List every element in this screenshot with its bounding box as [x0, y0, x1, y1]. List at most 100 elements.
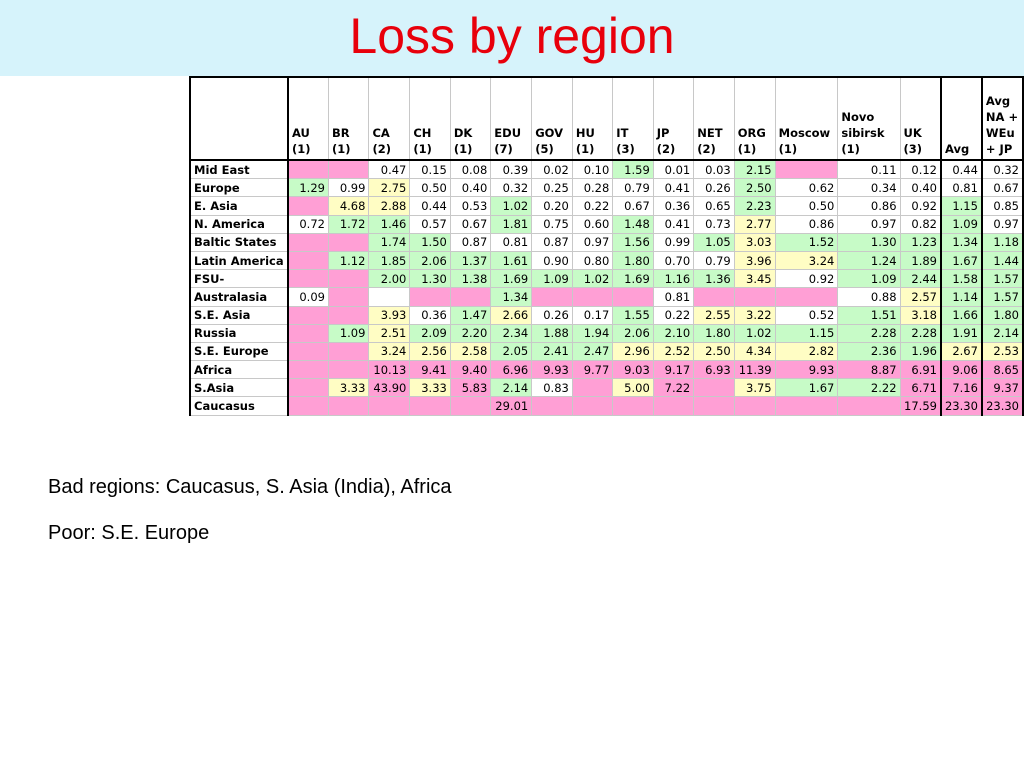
column-header: DK (1): [449, 76, 492, 161]
column-header: ORG (1): [733, 76, 776, 161]
table-cell: 1.89: [899, 250, 942, 271]
table-cell: 4.68: [327, 196, 370, 216]
table-cell: 7.16: [940, 378, 983, 398]
table-cell: 0.41: [652, 214, 695, 234]
table-cell: 3.24: [368, 341, 411, 362]
table-cell: 1.47: [449, 305, 492, 325]
row-label: S.E. Europe: [189, 341, 289, 362]
column-header-count: (2): [656, 142, 676, 156]
row-label: Europe: [189, 178, 289, 198]
table-cell: 1.36: [693, 269, 735, 289]
table-cell: 9.06: [940, 360, 983, 380]
table-row: E. Asia 4.68 2.88 0.44 0.53 1.02 0.20 0.22 0.67 0…: [189, 196, 1024, 216]
table-cell: 6.91: [899, 360, 942, 380]
column-header-count: (2): [372, 142, 391, 156]
column-header-name: CA: [372, 126, 390, 140]
table-header-row: AU (1) BR (1) CA (2) CH (1) DK (1) EDU (7) GOV (5) HU (…: [189, 76, 1024, 161]
table-cell: 0.70: [652, 250, 695, 271]
loss-table-container: AU (1) BR (1) CA (2) CH (1) DK (1) EDU (7) GOV (5) HU (…: [189, 76, 1024, 416]
row-label: Baltic States: [189, 232, 289, 252]
table-cell: 2.88: [368, 196, 411, 216]
table-cell: 0.44: [940, 159, 983, 180]
table-cell: 23.30: [981, 396, 1024, 416]
table-row: Africa 10.13 9.41 9.40 6.96 9.93 9.77 9.03 9.17 6…: [189, 360, 1024, 380]
table-cell: 0.97: [837, 214, 901, 234]
table-cell: 3.18: [899, 305, 942, 325]
table-cell: 0.22: [652, 305, 695, 325]
table-cell: 1.58: [940, 269, 983, 289]
table-cell: 2.77: [733, 214, 776, 234]
header-corner: [189, 76, 289, 161]
table-cell: 2.41: [531, 341, 573, 362]
table-cell: 11.39: [733, 360, 776, 380]
table-cell: 1.37: [449, 250, 492, 271]
column-header: BR (1): [327, 76, 370, 161]
table-cell: [327, 232, 370, 252]
table-cell: 1.55: [612, 305, 654, 325]
table-cell: 2.44: [899, 269, 942, 289]
table-cell: 0.92: [899, 196, 942, 216]
table-cell: 1.57: [981, 269, 1024, 289]
notes: Bad regions: Caucasus, S. Asia (India), …: [48, 476, 452, 568]
table-cell: 9.93: [531, 360, 573, 380]
column-header-count: (3): [903, 142, 923, 156]
table-cell: 0.81: [652, 287, 695, 307]
table-cell: 1.57: [981, 287, 1024, 307]
table-cell: 0.79: [693, 250, 735, 271]
table-row: Caucasus 29.01 17.59 23.30 23.30: [189, 396, 1024, 416]
table-cell: 1.12: [327, 250, 370, 271]
table-cell: 0.99: [327, 178, 370, 198]
table-cell: 5.83: [449, 378, 492, 398]
table-cell: 2.56: [409, 341, 451, 362]
table-cell: [287, 269, 329, 289]
table-cell: 3.33: [327, 378, 370, 398]
table-cell: 0.86: [774, 214, 839, 234]
table-row: S.E. Asia 3.93 0.36 1.47 2.66 0.26 0.17 1.55 0.2…: [189, 305, 1024, 325]
table-cell: [612, 396, 654, 416]
row-label: Latin America: [189, 250, 289, 271]
table-cell: 2.06: [612, 323, 654, 343]
table-row: Europe 1.29 0.99 2.75 0.50 0.40 0.32 0.25 0.28 0.…: [189, 178, 1024, 198]
table-cell: 0.75: [531, 214, 573, 234]
table-cell: 2.51: [368, 323, 411, 343]
table-cell: 0.32: [490, 178, 533, 198]
table-cell: [449, 287, 492, 307]
table-cell: [327, 305, 370, 325]
column-header-name: EDU: [494, 126, 522, 140]
table-cell: 1.15: [774, 323, 839, 343]
table-cell: 0.81: [490, 232, 533, 252]
table-cell: 0.36: [409, 305, 451, 325]
column-header-count: (1): [291, 142, 311, 156]
table-cell: [287, 232, 329, 252]
column-header: HU (1): [571, 76, 614, 161]
table-cell: 3.03: [733, 232, 776, 252]
column-header-name: AU: [291, 126, 310, 140]
table-cell: 0.80: [571, 250, 614, 271]
table-cell: [287, 378, 329, 398]
column-header-name: NET: [697, 126, 723, 140]
column-header: NET (2): [693, 76, 735, 161]
table-cell: 0.90: [531, 250, 573, 271]
table-cell: [368, 396, 411, 416]
table-row: Mid East 0.47 0.15 0.08 0.39 0.02 0.10 1.59 0.01…: [189, 159, 1024, 180]
table-cell: 2.50: [693, 341, 735, 362]
table-cell: 0.50: [774, 196, 839, 216]
table-cell: 2.20: [449, 323, 492, 343]
table-cell: 1.81: [490, 214, 533, 234]
table-cell: 0.02: [531, 159, 573, 180]
table-cell: 6.71: [899, 378, 942, 398]
table-cell: [287, 323, 329, 343]
table-cell: 1.91: [940, 323, 983, 343]
column-header-name: DK: [453, 126, 473, 140]
table-cell: 2.55: [693, 305, 735, 325]
table-cell: 1.66: [940, 305, 983, 325]
table-cell: 1.48: [612, 214, 654, 234]
table-cell: 9.93: [774, 360, 839, 380]
table-cell: 0.36: [652, 196, 695, 216]
table-cell: 2.58: [449, 341, 492, 362]
table-cell: 9.03: [612, 360, 654, 380]
table-cell: 1.09: [940, 214, 983, 234]
table-cell: 43.90: [368, 378, 411, 398]
table-cell: 0.60: [571, 214, 614, 234]
column-header: AU (1): [287, 76, 329, 161]
